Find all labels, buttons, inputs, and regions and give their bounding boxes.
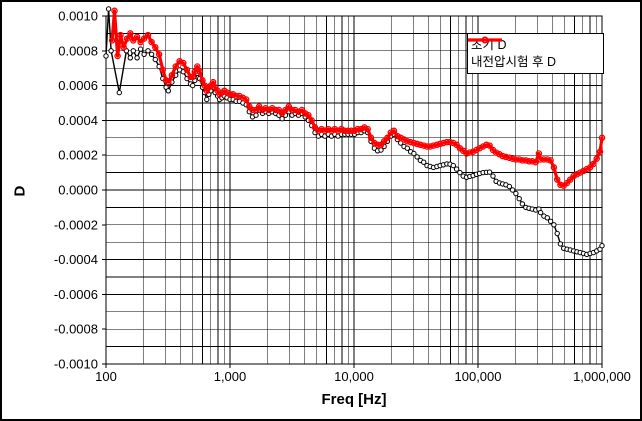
legend: 초기 D 내전압시험 후 D [467, 33, 604, 74]
x-axis-title: Freq [Hz] [321, 391, 387, 408]
y-tick-label: 0.0006 [58, 78, 98, 93]
tick-marks [102, 15, 603, 368]
series-1-line [108, 7, 606, 189]
x-tick-label: 1,000,000 [573, 369, 631, 384]
legend-label-after-test: 내전압시험 후 D [471, 55, 556, 69]
y-tick-label: 0.0008 [58, 43, 98, 58]
y-axis-title: D [11, 185, 29, 197]
x-tick-label: 100 [95, 369, 117, 384]
y-tick-label: -0.0010 [54, 357, 98, 372]
y-tick-label: -0.0006 [54, 287, 98, 302]
y-tick-label: 0.0010 [58, 9, 98, 24]
x-tick-label: 10,000 [334, 369, 374, 384]
y-tick-label: -0.0002 [54, 217, 98, 232]
series-0-line [103, 6, 605, 258]
y-tick-label: -0.0004 [54, 252, 98, 267]
legend-line-sample-red [468, 36, 502, 44]
y-tick-label: 0.0002 [58, 148, 98, 163]
legend-item-after-test: 내전압시험 후 D [468, 36, 600, 71]
plot-border [105, 15, 603, 365]
x-tick-label: 1,000 [214, 369, 247, 384]
y-tick-label: 0.0000 [58, 183, 98, 198]
x-tick-label: 100,000 [455, 369, 502, 384]
tick-labels: 0.0010 0.0008 0.0006 0.0004 0.0002 0.0000 -0.0… [54, 9, 631, 385]
y-tick-label: -0.0008 [54, 322, 98, 337]
y-tick-label: 0.0004 [58, 113, 98, 128]
